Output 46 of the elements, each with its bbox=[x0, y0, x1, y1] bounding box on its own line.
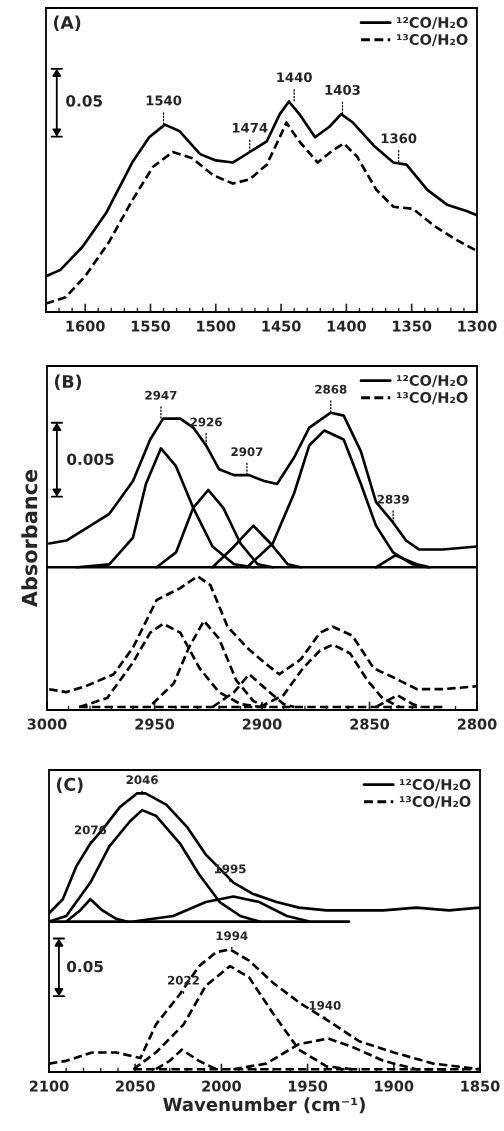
legend-label: ¹²CO/H₂O bbox=[399, 779, 471, 792]
annotation: 2926 bbox=[190, 417, 222, 427]
annotation: 1940 bbox=[309, 1000, 341, 1010]
x-tick-label: 1300 bbox=[458, 320, 497, 332]
x-tick-label: 2050 bbox=[116, 1080, 155, 1092]
x-tick-label: 1350 bbox=[393, 320, 432, 332]
x-axis-title: Wavenumber (cm⁻¹) bbox=[163, 1097, 365, 1114]
annotation: 0.005 bbox=[67, 453, 114, 466]
x-tick-label: 2000 bbox=[202, 1080, 241, 1092]
x-tick-label: 2100 bbox=[29, 1080, 69, 1092]
annotation: 2046 bbox=[126, 775, 158, 785]
x-tick-label: 1450 bbox=[262, 320, 301, 332]
annotation: 2022 bbox=[167, 975, 199, 985]
annotation: 2868 bbox=[315, 384, 347, 394]
annotation: 1403 bbox=[325, 84, 360, 95]
x-tick-label: 1500 bbox=[197, 320, 236, 332]
annotation: 1540 bbox=[146, 95, 182, 106]
x-tick-label: 1400 bbox=[327, 320, 366, 332]
x-tick-label: 1950 bbox=[288, 1080, 328, 1092]
x-tick-label: 1900 bbox=[375, 1080, 414, 1092]
x-tick-label: 3000 bbox=[27, 718, 67, 730]
chart-title: (A) bbox=[53, 15, 81, 32]
x-tick-label: 2850 bbox=[350, 718, 390, 730]
legend-label: ¹²CO/H₂O bbox=[396, 17, 468, 30]
annotation: 0.05 bbox=[66, 95, 103, 107]
chart-title: (B) bbox=[54, 374, 82, 391]
annotation: 2947 bbox=[145, 390, 177, 400]
x-tick-label: 2800 bbox=[457, 718, 497, 730]
legend-label: ¹³CO/H₂O bbox=[396, 34, 468, 47]
x-tick-label: 2950 bbox=[135, 718, 175, 730]
legend-label: ¹³CO/H₂O bbox=[396, 392, 468, 405]
chart-title: (C) bbox=[56, 777, 83, 794]
annotation: 1440 bbox=[277, 72, 312, 83]
x-tick-label: 2900 bbox=[242, 718, 282, 730]
annotation: 2839 bbox=[377, 494, 409, 504]
x-tick-label: 1550 bbox=[131, 320, 171, 332]
annotation: 2907 bbox=[231, 447, 263, 457]
annotation: 1360 bbox=[381, 133, 417, 144]
legend-label: ¹³CO/H₂O bbox=[399, 796, 471, 809]
legend-label: ¹²CO/H₂O bbox=[396, 375, 468, 388]
y-axis-title: Absorbance bbox=[21, 469, 38, 608]
x-tick-label: 1600 bbox=[66, 320, 105, 332]
x-tick-label: 1850 bbox=[461, 1080, 500, 1092]
annotation: 1994 bbox=[216, 931, 248, 941]
annotation: 1474 bbox=[232, 122, 268, 133]
annotation: 0.05 bbox=[66, 960, 103, 973]
